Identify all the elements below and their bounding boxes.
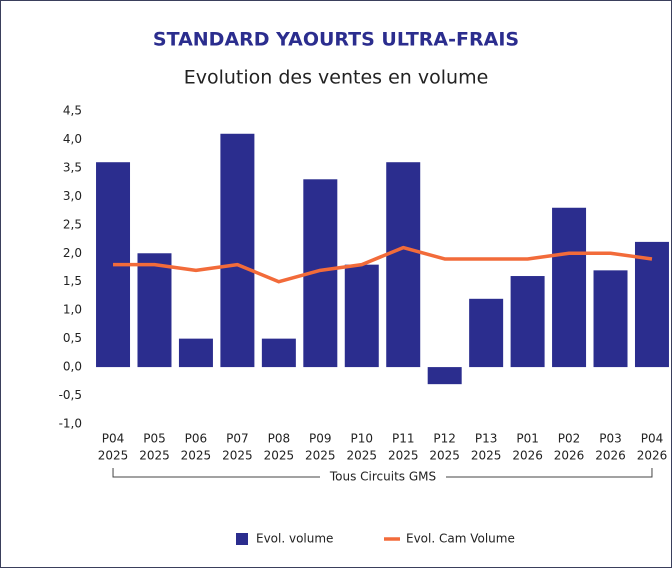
y-tick-label: 3,0 xyxy=(63,189,82,203)
legend-swatch xyxy=(236,533,248,545)
bar xyxy=(427,367,462,385)
y-tick-label: 1,5 xyxy=(63,274,82,288)
bar xyxy=(552,207,587,368)
bar xyxy=(261,338,296,368)
line xyxy=(113,245,653,284)
x-tick-label: P04 xyxy=(102,432,125,446)
x-tick-label: 2025 xyxy=(264,449,295,463)
y-tick-label: 0,0 xyxy=(63,360,82,374)
x-tick-label: 2025 xyxy=(222,449,253,463)
y-tick-label: 2,5 xyxy=(63,217,82,231)
bar xyxy=(469,298,504,368)
group-label: Tous Circuits GMS xyxy=(329,470,436,484)
y-tick-label: 3,5 xyxy=(63,160,82,174)
x-tick-label: 2025 xyxy=(429,449,460,463)
x-tick-label: 2025 xyxy=(471,449,502,463)
bar xyxy=(510,276,545,368)
x-tick-label: P04 xyxy=(641,432,664,446)
x-tick-label: 2025 xyxy=(388,449,419,463)
y-tick-label: -0,5 xyxy=(59,388,82,402)
y-tick-label: 4,0 xyxy=(63,132,82,146)
bar xyxy=(593,270,628,368)
legend-label: Evol. volume xyxy=(256,532,333,546)
bar xyxy=(220,133,255,368)
x-tick-label: 2026 xyxy=(595,449,626,463)
x-tick-label: P09 xyxy=(309,432,332,446)
legend-label: Evol. Cam Volume xyxy=(406,532,515,546)
y-tick-label: 4,5 xyxy=(63,104,82,118)
x-tick-label: 2025 xyxy=(346,449,377,463)
x-tick-label: P06 xyxy=(185,432,208,446)
group-bracket xyxy=(112,468,653,478)
y-tick-label: 2,0 xyxy=(63,246,82,260)
x-tick-label: 2025 xyxy=(139,449,170,463)
x-tick-label: P13 xyxy=(475,432,498,446)
bar xyxy=(344,264,379,368)
x-tick-label: 2025 xyxy=(305,449,336,463)
y-tick-label: -1,0 xyxy=(59,417,82,431)
x-tick-label: P05 xyxy=(143,432,166,446)
x-tick-label: P12 xyxy=(433,432,456,446)
x-tick-label: P08 xyxy=(268,432,291,446)
x-tick-label: 2026 xyxy=(512,449,543,463)
bar xyxy=(137,253,172,368)
chart-subtitle: Evolution des ventes en volume xyxy=(184,67,489,89)
bar xyxy=(386,162,421,368)
chart-title: STANDARD YAOURTS ULTRA-FRAIS xyxy=(153,29,519,51)
bar xyxy=(178,338,213,368)
x-tick-label: 2026 xyxy=(554,449,585,463)
bar xyxy=(634,241,669,368)
x-tick-label: 2026 xyxy=(637,449,668,463)
x-tick-label: P10 xyxy=(351,432,374,446)
x-tick-label: P07 xyxy=(226,432,249,446)
x-tick-label: 2025 xyxy=(181,449,212,463)
x-tick-label: P11 xyxy=(392,432,415,446)
y-tick-label: 0,5 xyxy=(63,331,82,345)
x-tick-label: P03 xyxy=(599,432,622,446)
x-tick-label: P02 xyxy=(558,432,581,446)
x-tick-label: P01 xyxy=(516,432,539,446)
x-tick-label: 2025 xyxy=(98,449,129,463)
y-tick-label: 1,0 xyxy=(63,303,82,317)
